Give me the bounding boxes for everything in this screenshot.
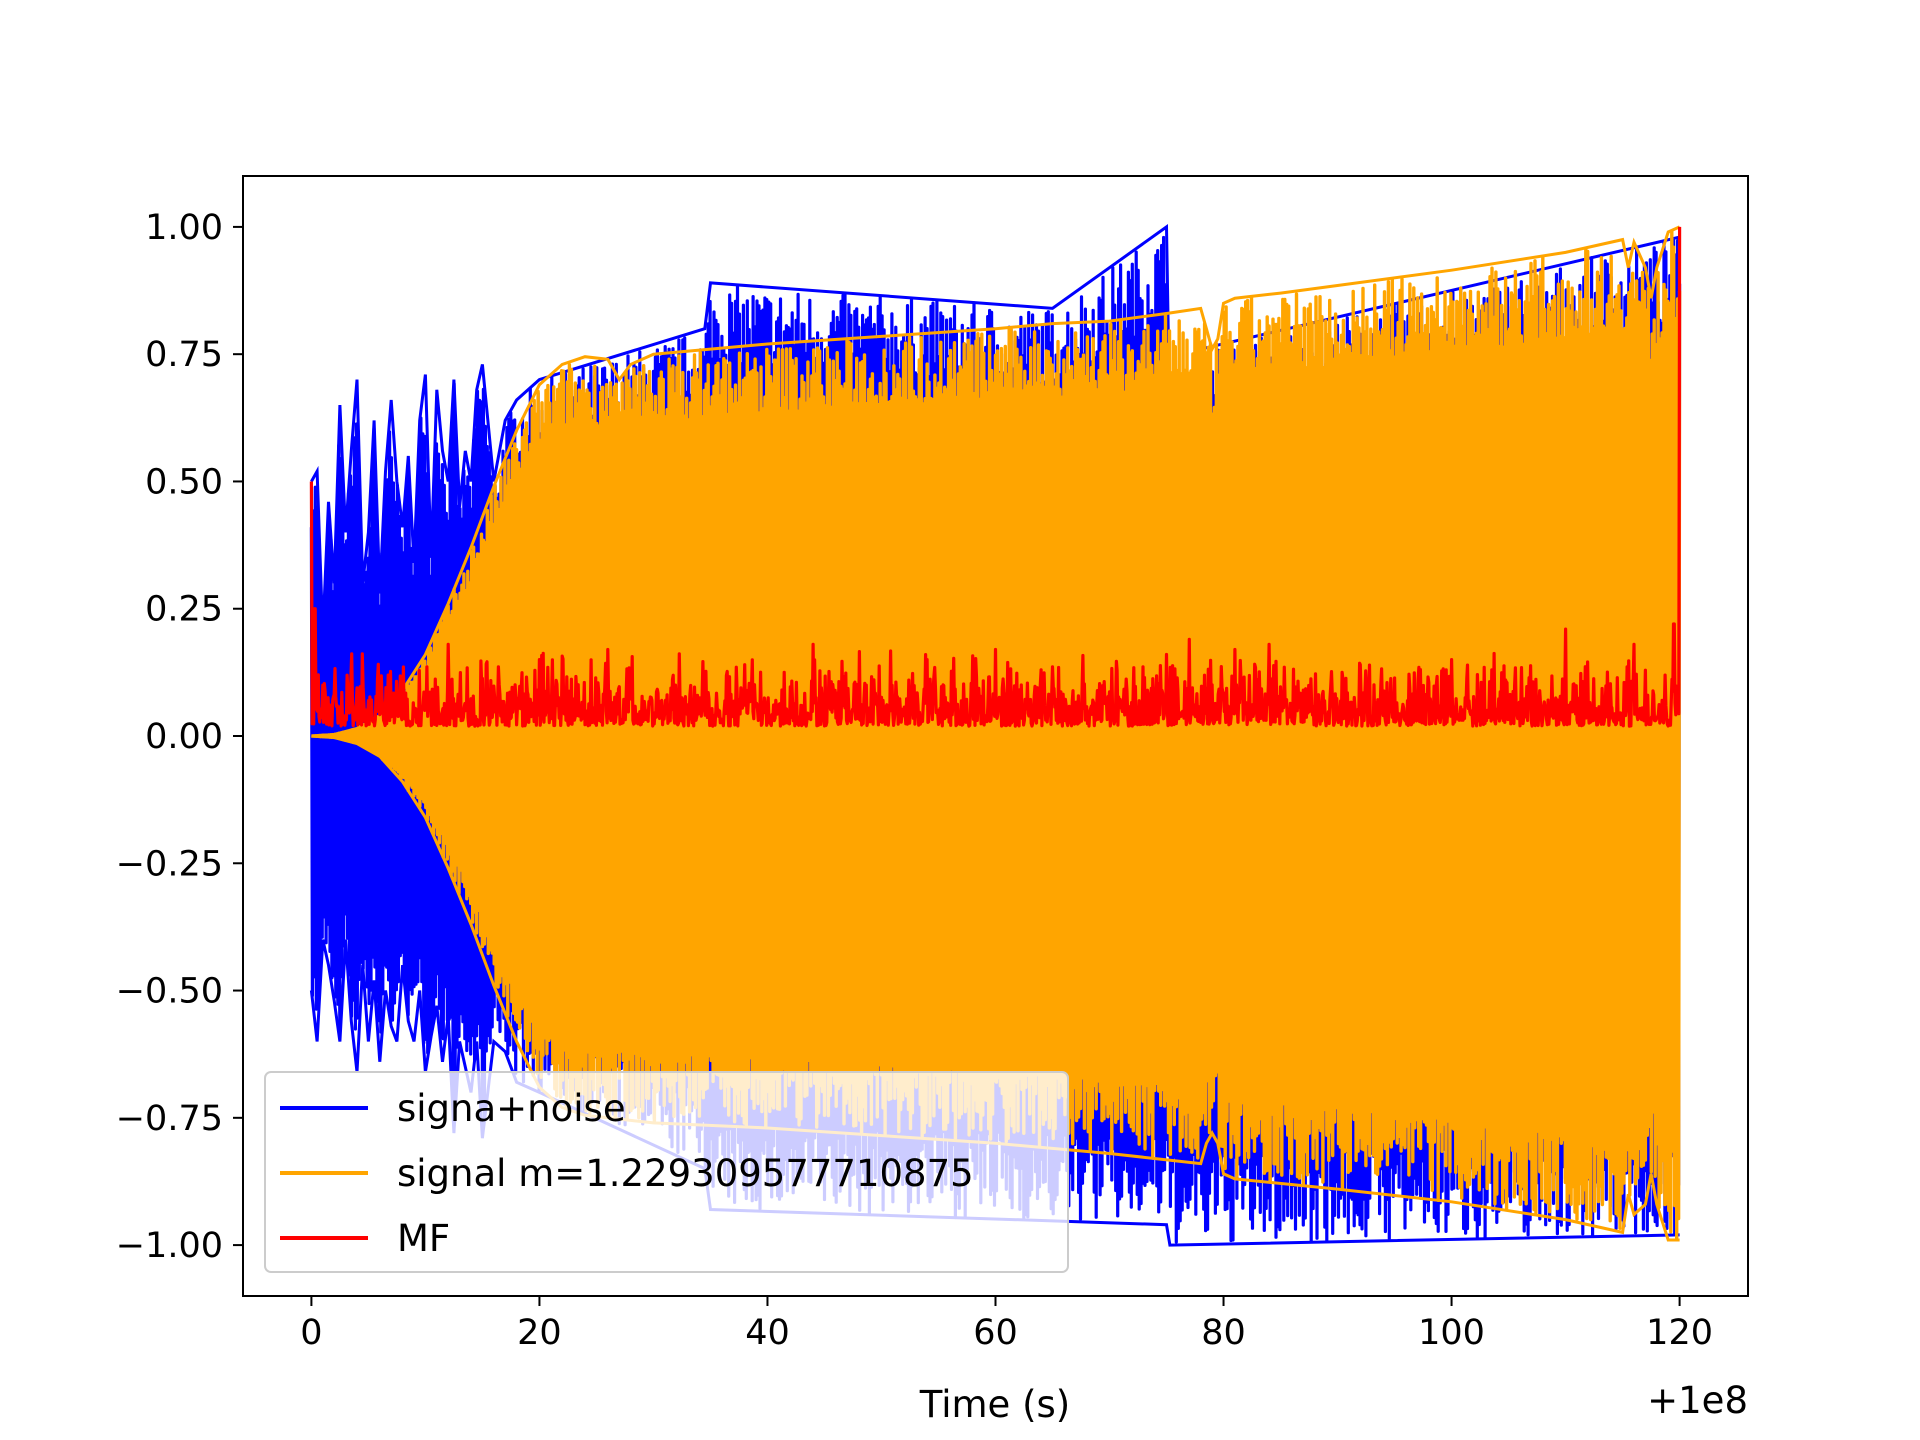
legend: signa+noise signal m=1.229309577710875 MF bbox=[264, 1071, 1069, 1273]
series-envelope-upper bbox=[310, 224, 1680, 635]
series-path bbox=[309, 226, 1682, 728]
x-tick-label: 80 bbox=[1201, 1313, 1246, 1353]
y-tick-label: −0.75 bbox=[116, 1099, 223, 1139]
x-tick-label: 0 bbox=[300, 1313, 322, 1353]
y-tick-label: 0.00 bbox=[145, 717, 223, 757]
legend-box bbox=[264, 1071, 1069, 1273]
y-tick-label: 0.25 bbox=[145, 590, 223, 630]
x-offset-label: +1e8 bbox=[1647, 1379, 1748, 1422]
x-tick-label: 120 bbox=[1646, 1313, 1713, 1353]
y-axis: 1.00 0.75 0.50 0.25 0.00 −0.25 −0.50 −0.75 −1.00 bbox=[116, 208, 243, 1266]
y-tick-label: 0.50 bbox=[145, 462, 223, 502]
series-path bbox=[310, 229, 1682, 1240]
legend-label: MF bbox=[397, 1217, 450, 1260]
y-tick-label: 0.75 bbox=[145, 335, 223, 375]
y-tick-label: 1.00 bbox=[145, 208, 223, 248]
series-mf-line bbox=[309, 226, 1682, 728]
legend-label: signa+noise bbox=[397, 1087, 626, 1130]
series-envelope-lower bbox=[309, 939, 1680, 1247]
x-tick-label: 100 bbox=[1418, 1313, 1485, 1353]
x-axis-label: Time (s) bbox=[919, 1383, 1070, 1426]
y-tick-label: −0.25 bbox=[116, 844, 223, 884]
x-axis: 0 20 40 60 80 100 120 bbox=[300, 1296, 1713, 1353]
x-tick-label: 20 bbox=[517, 1313, 562, 1353]
series-envelope-upper bbox=[311, 225, 1681, 738]
x-tick-label: 60 bbox=[973, 1313, 1018, 1353]
y-tick-label: −1.00 bbox=[116, 1226, 223, 1266]
legend-label: signal m=1.229309577710875 bbox=[397, 1152, 974, 1195]
y-tick-label: −0.50 bbox=[116, 972, 223, 1012]
x-tick-label: 40 bbox=[745, 1313, 790, 1353]
